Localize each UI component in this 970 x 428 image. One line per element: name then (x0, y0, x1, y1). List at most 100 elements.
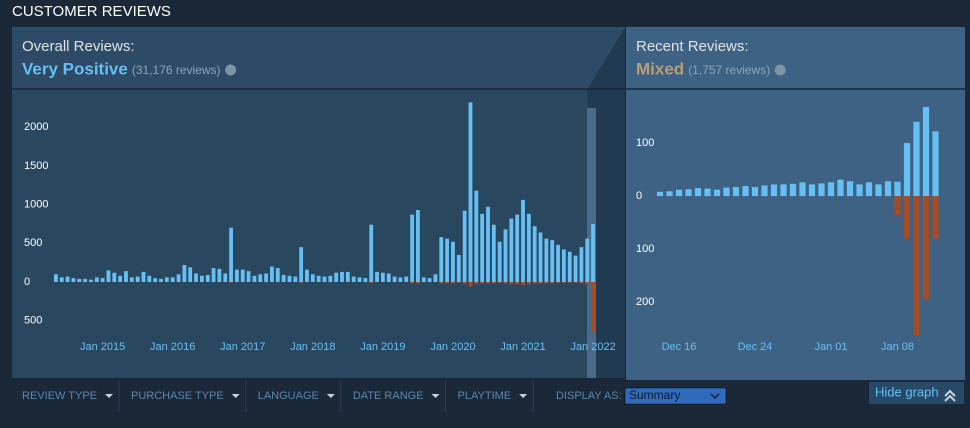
bar (675, 189, 683, 197)
bar (579, 282, 584, 284)
bar (89, 279, 93, 282)
bar (322, 276, 327, 282)
x-tick-label: Jan 08 (881, 341, 914, 353)
bar (561, 282, 566, 283)
filter-arrow (326, 394, 335, 398)
hide-graph-icon (944, 389, 956, 402)
zoom-lens (587, 27, 625, 378)
bar (591, 282, 595, 333)
recent-rating: Mixed (636, 59, 684, 78)
x-tick-label: Jan 2016 (150, 341, 195, 353)
bar (129, 277, 134, 282)
recent-count: (1,757 reviews) (688, 63, 770, 77)
bar (573, 282, 578, 283)
y-tick-label: 1000 (24, 198, 48, 210)
bar (591, 223, 595, 282)
bar (894, 181, 901, 197)
bar (932, 131, 939, 197)
bar (147, 275, 152, 282)
bar (751, 187, 759, 197)
bar (124, 271, 128, 282)
bar (112, 272, 117, 282)
bar (369, 224, 374, 282)
bar (439, 237, 444, 282)
bar (363, 278, 368, 282)
bar (94, 277, 99, 282)
y-tick-label: 100 (636, 243, 654, 255)
x-tick-label: Jan 2021 (500, 341, 545, 353)
bar (77, 278, 82, 282)
bar (532, 282, 537, 284)
bar (894, 196, 901, 216)
bar (503, 229, 508, 282)
y-tick-label: 500 (24, 237, 42, 249)
bar (211, 268, 216, 282)
bar (799, 182, 806, 197)
bar (666, 191, 673, 197)
bar (252, 275, 257, 282)
bar (780, 184, 787, 197)
bar (685, 189, 692, 197)
bar (65, 276, 70, 282)
bar (808, 184, 816, 197)
display-select-value: Summary (629, 388, 680, 402)
bar (468, 282, 473, 287)
filter-label: REVIEW TYPE (22, 390, 97, 402)
bar (287, 275, 292, 282)
filter-label: PURCHASE TYPE (131, 390, 224, 402)
bar (503, 282, 508, 284)
filter-arrow (231, 394, 240, 398)
x-tick-label: Jan 2020 (430, 341, 475, 353)
bar (462, 282, 467, 285)
display-select[interactable] (624, 387, 727, 405)
bar (416, 282, 420, 284)
bar (480, 213, 485, 282)
bar (556, 282, 560, 283)
bar (135, 276, 140, 282)
bar (585, 282, 590, 285)
bar (328, 275, 333, 282)
filter-arrow (104, 394, 113, 398)
hide-graph-button[interactable] (869, 382, 964, 404)
section-title: CUSTOMER REVIEWS (12, 3, 171, 20)
bar (550, 282, 555, 284)
bar (865, 182, 873, 197)
x-tick-label: Jan 2022 (570, 341, 615, 353)
y-tick-label: 2000 (24, 121, 48, 133)
bar (486, 282, 490, 284)
bar (404, 276, 409, 282)
bar (732, 187, 740, 197)
filter-arrow (519, 394, 528, 398)
bar (789, 183, 797, 197)
x-tick-label: Jan 2019 (360, 341, 405, 353)
bar (579, 247, 584, 282)
help-icon[interactable] (774, 64, 786, 76)
bar (445, 282, 450, 284)
bar (713, 189, 721, 197)
y-tick-label: 1500 (24, 160, 48, 172)
bar (827, 182, 835, 197)
bar (922, 106, 930, 197)
bar (305, 269, 309, 282)
bar (770, 184, 778, 197)
help-icon[interactable] (225, 64, 237, 76)
filter-label: DATE RANGE (353, 390, 424, 402)
bar (375, 271, 379, 282)
bar (71, 278, 76, 282)
bar (182, 264, 187, 282)
bar (334, 272, 339, 282)
bar (903, 143, 911, 197)
overall-label: Overall Reviews: (22, 38, 135, 55)
bar (694, 188, 702, 197)
x-tick-label: Jan 2015 (80, 341, 125, 353)
bar (427, 278, 432, 282)
bar (176, 274, 181, 282)
bar (281, 275, 286, 282)
bar (421, 277, 426, 282)
bar (913, 121, 920, 197)
bar (567, 282, 572, 283)
bar (159, 278, 163, 282)
bar (293, 276, 298, 282)
bar (521, 282, 525, 286)
